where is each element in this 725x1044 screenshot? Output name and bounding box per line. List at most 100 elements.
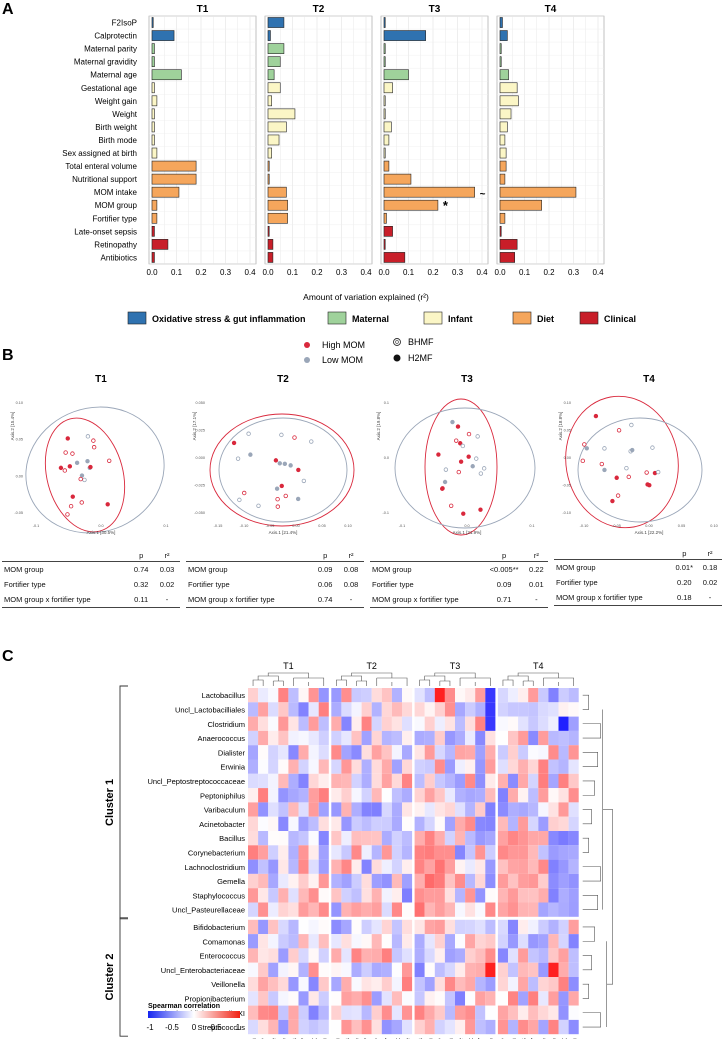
- heatmap-cell: [508, 845, 519, 860]
- heatmap-cell: [381, 888, 392, 903]
- heatmap-cell: [258, 1019, 269, 1035]
- heatmap-cell: [258, 902, 269, 917]
- heatmap-cell: [278, 788, 289, 803]
- heatmap-cell: [371, 730, 382, 746]
- heatmap-cell: [548, 859, 559, 874]
- heatmap-cell: [371, 934, 382, 949]
- heatmap-cell: [361, 948, 372, 963]
- heatmap-cell: [548, 991, 559, 1006]
- heatmap-cell: [381, 873, 392, 889]
- bar-birth-mode: [383, 134, 390, 146]
- row-label: MOM group: [186, 561, 313, 577]
- heatmap-cell: [278, 745, 289, 760]
- heatmap-cell: [424, 873, 435, 889]
- bar-birth-weight: [499, 121, 508, 133]
- heatmap-cell: [402, 873, 413, 889]
- heatmap-cell: [518, 888, 529, 903]
- heatmap-cell: [268, 845, 279, 860]
- heatmap-cell: [361, 745, 372, 760]
- row-label: MOM group x fortifier type: [370, 592, 484, 608]
- x-tick: -0.15: [214, 524, 223, 528]
- variable-label: Total enteral volume: [65, 162, 137, 171]
- heatmap-cell: [308, 934, 319, 949]
- heatmap-cell: [331, 1019, 342, 1035]
- variable-label: Nutritional support: [72, 175, 138, 184]
- heatmap-cell: [548, 962, 559, 977]
- heatmap-cell: [444, 888, 455, 903]
- variable-label: Maternal gravidity: [74, 58, 137, 67]
- r2-value: 0.08: [343, 580, 359, 589]
- legend-h2mf: H2MF: [408, 353, 433, 363]
- bar-sex-assigned-at-birth: [267, 147, 272, 159]
- heatmap-cell: [444, 919, 455, 935]
- r2-value: 0.02: [159, 580, 175, 589]
- heatmap-cell: [318, 788, 329, 803]
- heatmap-cell: [268, 919, 279, 935]
- heatmap-cell: [278, 948, 289, 963]
- heatmap-cell: [568, 816, 579, 831]
- heatmap-cell: [485, 1005, 496, 1020]
- heatmap-cell: [341, 759, 352, 774]
- heatmap-cell: [465, 977, 476, 992]
- heatmap-cell: [268, 716, 279, 731]
- row-label: MOM group: [554, 559, 671, 575]
- heatmap-cell: [548, 888, 559, 903]
- heatmap-cell: [361, 934, 372, 949]
- row-label: Fortifier type: [372, 580, 414, 589]
- heatmap-cell: [455, 888, 466, 903]
- heatmap-cell: [424, 919, 435, 935]
- heatmap-cell: [414, 773, 425, 789]
- heatmap-cell: [402, 773, 413, 789]
- y-tick: 0.10: [564, 401, 571, 405]
- heatmap-cell: [485, 702, 496, 717]
- heatmap-cell: [258, 888, 269, 903]
- heatmap-cell: [508, 730, 519, 746]
- heatmap-cell: [351, 702, 362, 717]
- heatmap-cell: [455, 831, 466, 846]
- confidence-ellipse: [565, 395, 679, 529]
- x-tick: 0.1: [529, 524, 534, 528]
- tick-label: 0.0: [378, 268, 390, 277]
- tick-label: 0.0: [262, 268, 274, 277]
- colorbar: [148, 1011, 240, 1018]
- heatmap-cell: [497, 773, 508, 789]
- variable-label: Fortifier type: [93, 214, 138, 223]
- heatmap-cell: [288, 991, 299, 1006]
- heatmap-cell: [268, 730, 279, 746]
- row-label: Lactobacillus: [202, 691, 246, 700]
- heatmap-cell: [497, 977, 508, 992]
- plot-title: T3: [461, 374, 473, 385]
- heatmap-cell: [298, 816, 309, 831]
- heatmap-cell: [288, 688, 299, 703]
- colorbar-tick: 0: [192, 1023, 197, 1032]
- r2-value: 0.22: [524, 561, 548, 577]
- row-label: MOM group: [370, 561, 484, 577]
- heatmap-cell: [528, 991, 539, 1006]
- tick-label: 0.3: [220, 268, 232, 277]
- heatmap-cell: [248, 730, 259, 746]
- heatmap-cell: [361, 977, 372, 992]
- bar-late-onset-sepsis: [151, 226, 155, 237]
- heatmap-cell: [308, 773, 319, 789]
- bar-maternal-age: [267, 69, 275, 81]
- heatmap-cell: [485, 788, 496, 803]
- heatmap-cell: [371, 845, 382, 860]
- heatmap-cell: [351, 788, 362, 803]
- heatmap-cell: [288, 745, 299, 760]
- heatmap-cell: [424, 859, 435, 874]
- heatmap-cell: [558, 759, 569, 774]
- heatmap-cell: [485, 688, 496, 703]
- heatmap-cell: [558, 948, 569, 963]
- sample-point: [70, 451, 75, 456]
- sample-point: [436, 452, 441, 457]
- heatmap-cell: [381, 773, 392, 789]
- row-label: Acinetobacter: [199, 820, 245, 829]
- variable-label: Birth weight: [95, 123, 138, 132]
- sample-point: [242, 490, 247, 496]
- heatmap-cell: [558, 688, 569, 703]
- legend-label: Oxidative stress & gut inflammation: [152, 314, 306, 324]
- heatmap-cell: [331, 831, 342, 846]
- p-value: <0.005**: [483, 561, 525, 577]
- sample-point: [442, 479, 448, 485]
- heatmap-cell: [278, 688, 289, 703]
